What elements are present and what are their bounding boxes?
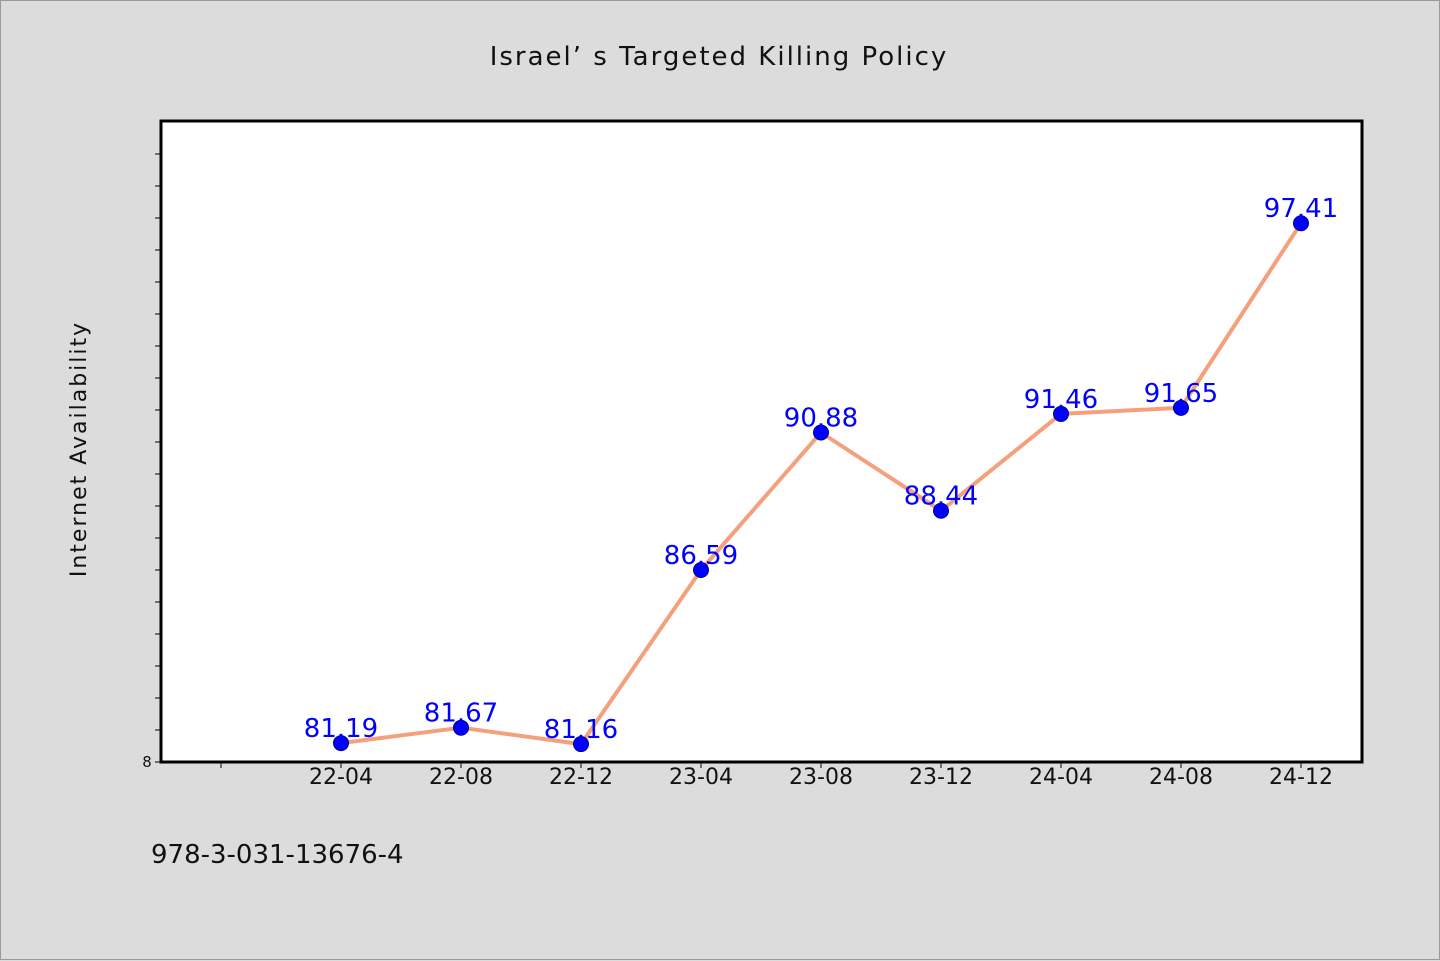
y-axis-ticks: [155, 153, 161, 763]
y-tick-label: 8: [142, 753, 152, 771]
x-tick-label: 23-08: [789, 765, 853, 790]
data-point: [1173, 399, 1189, 416]
x-tick-label: 23-12: [909, 765, 973, 790]
x-tick-label: 22-08: [429, 765, 493, 790]
data-point: [453, 719, 469, 736]
x-tick-label: 22-12: [549, 765, 613, 790]
plot-area: [159, 119, 1364, 764]
x-axis-tick-labels: 22-04 22-08 22-12 23-04 23-08 23-12 24-04 24-08…: [309, 765, 1333, 790]
data-point: [573, 736, 589, 753]
data-label: 97.41: [1264, 194, 1338, 224]
data-point: [693, 562, 709, 579]
data-point: [813, 424, 829, 441]
data-label: 81.16: [544, 715, 618, 745]
data-label: 88.44: [904, 482, 978, 512]
x-tick-label: 24-04: [1029, 765, 1093, 790]
x-tick-label: 22-04: [309, 765, 373, 790]
isbn-footer: 978-3-031-13676-4: [151, 840, 404, 870]
x-axis-ticks: [220, 762, 1302, 768]
data-label: 90.88: [784, 404, 858, 434]
x-tick-label: 24-12: [1269, 765, 1333, 790]
data-label: 91.65: [1144, 379, 1218, 409]
data-label: 81.19: [304, 714, 378, 744]
y-axis-label: Internet Availability: [67, 321, 92, 577]
series-points-group: [333, 215, 1309, 753]
data-label: 91.46: [1024, 385, 1098, 415]
data-point: [1293, 215, 1309, 232]
x-tick-label: 23-04: [669, 765, 733, 790]
data-label: 81.67: [424, 699, 498, 729]
data-labels-group: 81.19 81.67 81.16 86.59 90.88 88.44 91.46 91.65…: [304, 194, 1338, 745]
chart-title: Israel’ s Targeted Killing Policy: [490, 42, 949, 72]
data-point: [333, 735, 349, 752]
data-point: [1053, 405, 1069, 422]
data-label: 86.59: [664, 541, 738, 571]
data-point: [933, 502, 949, 519]
x-tick-label: 24-08: [1149, 765, 1213, 790]
